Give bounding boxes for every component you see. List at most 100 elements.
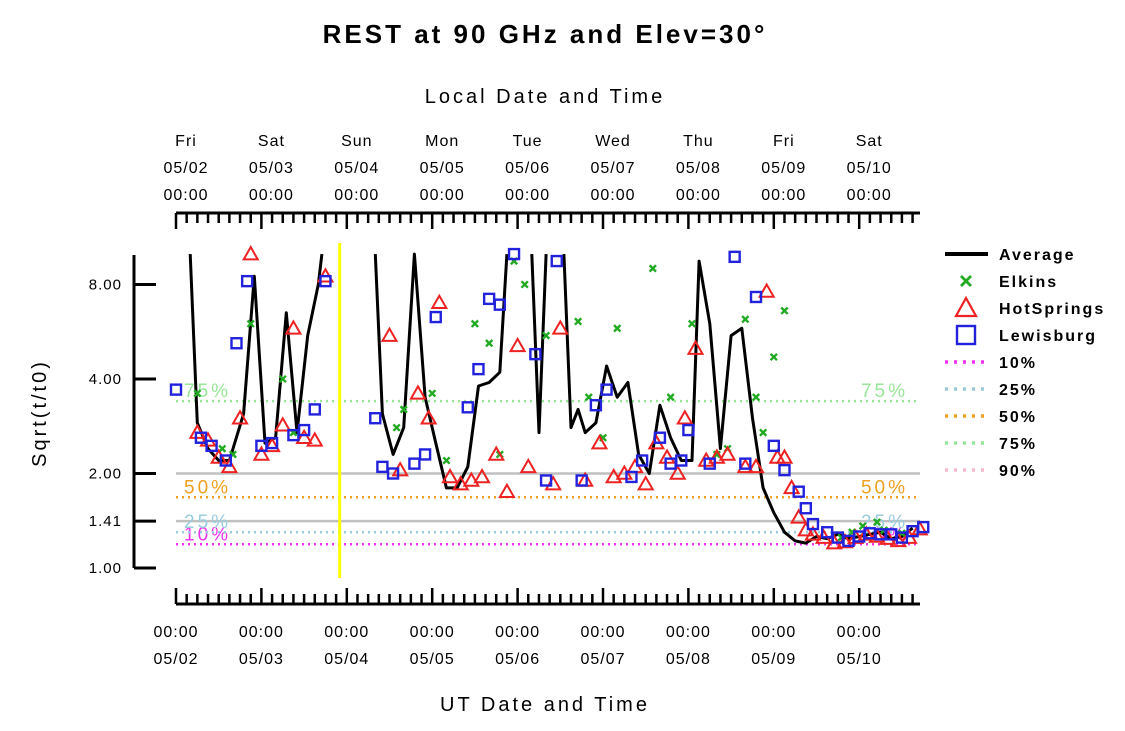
reference-lines (176, 472, 920, 523)
bottom-tick-date: 05/08 (666, 651, 711, 668)
data-series (169, 245, 930, 550)
point-hotsprings (231, 409, 249, 425)
point-hotsprings (868, 527, 886, 543)
top-tick-date: 05/02 (163, 160, 208, 177)
point-elkins (485, 339, 494, 348)
point-hotsprings (498, 482, 516, 498)
point-elkins (574, 317, 583, 326)
point-lewisburg (429, 310, 442, 324)
point-elkins (399, 405, 408, 414)
bottom-tick-time: 00:00 (324, 624, 369, 641)
percentile-label-left: 50% (184, 477, 231, 498)
point-lewisburg (792, 485, 805, 498)
point-hotsprings (441, 467, 459, 484)
bottom-tick-time: 00:00 (837, 624, 882, 641)
point-hotsprings (274, 416, 292, 432)
y-tick-label: 1.41 (89, 513, 122, 530)
legend-label: HotSprings (999, 301, 1105, 318)
point-hotsprings (878, 529, 897, 545)
point-elkins (392, 423, 401, 432)
point-hotsprings (508, 336, 527, 353)
point-lewisburg (589, 399, 603, 412)
top-tick-date: 05/04 (334, 160, 379, 177)
point-hotsprings (658, 448, 676, 464)
y-tick-label: 1.00 (89, 560, 122, 577)
top-tick-day: Wed (595, 133, 631, 150)
point-hotsprings (380, 326, 399, 342)
top-tick-time: 00:00 (420, 187, 465, 204)
point-lewisburg (205, 439, 218, 453)
percentile-label-left: 25% (184, 512, 231, 533)
percentile-label-right: 75% (861, 381, 908, 402)
bottom-tick-time: 00:00 (410, 624, 455, 641)
point-lewisburg (297, 423, 311, 437)
legend-label: 50% (999, 409, 1037, 426)
bottom-tick-date: 05/10 (837, 651, 882, 668)
point-elkins (428, 389, 437, 398)
point-hotsprings (419, 409, 438, 425)
point-elkins (687, 319, 697, 328)
point-hotsprings (736, 457, 755, 474)
top-tick-time: 00:00 (676, 187, 721, 204)
percentile-label-right: 50% (861, 477, 908, 498)
top-tick-date: 05/07 (590, 160, 635, 177)
point-lewisburg (461, 401, 474, 414)
bottom-tick-time: 00:00 (751, 624, 796, 641)
point-elkins (759, 428, 768, 437)
point-hotsprings (487, 445, 505, 461)
point-hotsprings (669, 464, 687, 480)
point-lewisburg (418, 448, 432, 461)
point-hotsprings (284, 319, 303, 335)
point-lewisburg (308, 403, 321, 416)
top-tick-day: Tue (513, 133, 543, 150)
point-lewisburg (917, 520, 930, 534)
point-hotsprings (676, 409, 694, 425)
point-elkins (542, 331, 551, 340)
legend-swatch-x (960, 275, 972, 287)
bottom-tick-time: 00:00 (666, 624, 711, 641)
point-hotsprings (910, 520, 929, 536)
bottom-tick-date: 05/04 (324, 651, 369, 668)
bottom-tick-time: 00:00 (580, 624, 625, 641)
point-hotsprings (789, 508, 808, 524)
axes: 8.00 4.00 2.00 1.41 1.00 Fri 05/02 00:00 Sat 05/0… (89, 133, 920, 668)
point-hotsprings (306, 431, 324, 447)
point-lewisburg (799, 502, 813, 515)
point-hotsprings (519, 457, 537, 474)
point-lewisburg (169, 383, 183, 396)
point-hotsprings (263, 436, 281, 453)
legend-label: Lewisburg (999, 328, 1097, 345)
point-hotsprings (708, 448, 726, 464)
top-axis-label: Local Date and Time (425, 86, 665, 108)
chart-title: REST at 90 GHz and Elev=30° (323, 19, 768, 49)
point-elkins (648, 264, 657, 273)
point-hotsprings (451, 475, 470, 491)
point-elkins (442, 456, 451, 465)
point-hotsprings (768, 448, 787, 464)
point-lewisburg (703, 457, 716, 470)
x-axis-label: UT Date and Time (440, 694, 650, 716)
legend-label: 25% (999, 382, 1037, 399)
legend-label: Elkins (999, 274, 1058, 291)
bottom-tick-date: 05/09 (751, 651, 796, 668)
point-lewisburg (493, 298, 507, 311)
point-lewisburg (219, 454, 233, 467)
point-lewisburg (529, 347, 542, 361)
point-lewisburg (635, 454, 649, 467)
top-tick-time: 00:00 (334, 187, 379, 204)
percentile-label-left: 75% (184, 381, 231, 402)
legend-swatch-square (955, 324, 977, 346)
top-tick-date: 05/06 (505, 160, 550, 177)
point-hotsprings (757, 282, 776, 298)
bottom-tick-date: 05/03 (239, 651, 284, 668)
point-lewisburg (550, 254, 563, 268)
top-tick-time: 00:00 (163, 187, 208, 204)
point-elkins (278, 374, 287, 384)
point-lewisburg (408, 457, 421, 470)
point-lewisburg (472, 362, 485, 376)
y-tick-label: 4.00 (89, 371, 122, 388)
point-elkins (666, 393, 675, 402)
bottom-tick-date: 05/05 (410, 651, 455, 668)
point-lewisburg (675, 454, 688, 467)
